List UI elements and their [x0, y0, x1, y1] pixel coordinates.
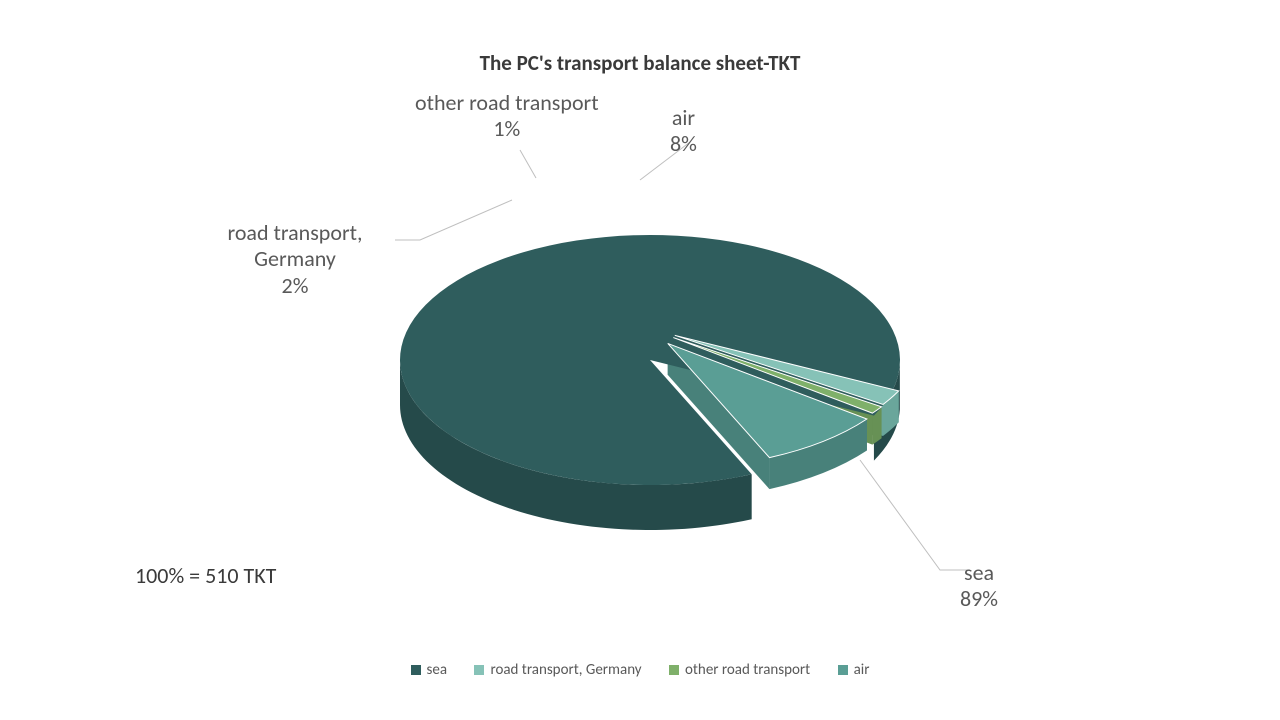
callout-percent: 2% [185, 273, 405, 299]
callout-percent: 8% [670, 131, 697, 157]
chart-container: The PC's transport balance sheet-TKT oth… [0, 0, 1280, 720]
legend-swatch-icon [411, 665, 421, 675]
callout-road-transport-germany: road transport, Germany 2% [185, 220, 405, 299]
legend-item-air: air [838, 661, 870, 679]
legend-label: other road transport [685, 661, 810, 679]
callout-label: other road transport [415, 90, 599, 116]
legend-label: sea [427, 661, 448, 679]
callout-label: road transport, Germany [185, 220, 405, 273]
legend-swatch-icon [838, 665, 848, 675]
legend-label: air [854, 661, 870, 679]
callout-sea: sea 89% [960, 560, 998, 613]
callout-other-road-transport: other road transport 1% [415, 90, 599, 143]
legend-item-other-road: other road transport [669, 661, 810, 679]
callout-percent: 89% [960, 586, 998, 612]
chart-area: other road transport 1% air 8% road tran… [0, 80, 1280, 620]
footer-note: 100% = 510 TKT [135, 562, 276, 589]
callout-label: sea [960, 560, 998, 586]
callout-label: air [670, 105, 697, 131]
callout-percent: 1% [415, 116, 599, 142]
legend: sea road transport, Germany other road t… [0, 661, 1280, 680]
chart-title: The PC's transport balance sheet-TKT [0, 50, 1280, 76]
legend-swatch-icon [474, 665, 484, 675]
pie-chart-svg [0, 80, 1280, 620]
legend-item-sea: sea [411, 661, 448, 679]
callout-air: air 8% [670, 105, 697, 158]
legend-swatch-icon [669, 665, 679, 675]
legend-item-road-germany: road transport, Germany [474, 661, 641, 679]
legend-label: road transport, Germany [490, 661, 641, 679]
